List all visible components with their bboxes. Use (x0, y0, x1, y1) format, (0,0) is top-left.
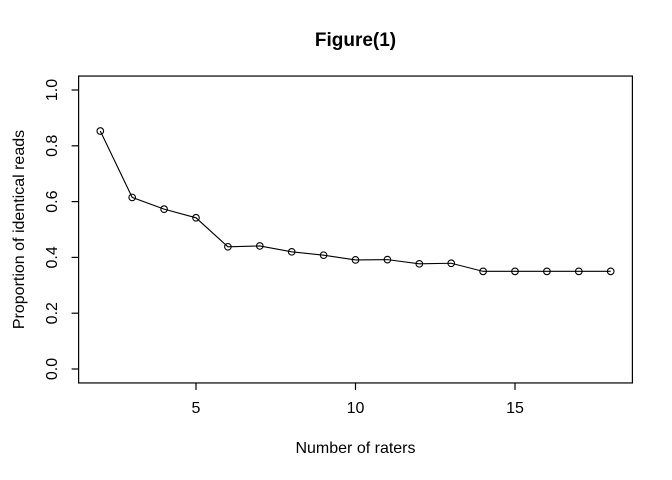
data-point-marker (319, 251, 328, 260)
data-point-marker (574, 267, 583, 276)
data-point-marker (192, 213, 200, 222)
data-point-marker (479, 267, 487, 276)
data-point-marker (447, 259, 456, 268)
y-tick-label: 1.0 (44, 79, 61, 101)
data-point-marker (255, 242, 264, 250)
chart-title: Figure(1) (315, 30, 396, 51)
x-tick-label: 15 (506, 400, 524, 417)
y-tick-label: 0.8 (44, 135, 61, 157)
data-point-marker (383, 255, 392, 264)
y-tick-label: 0.2 (44, 302, 61, 324)
y-tick-label: 0.4 (44, 246, 61, 268)
data-point-marker (606, 267, 615, 276)
data-line (99, 130, 611, 272)
data-point-marker (543, 267, 551, 276)
data-point-marker (160, 205, 168, 213)
y-tick-label: 0.6 (44, 190, 61, 212)
data-point-marker (128, 193, 137, 202)
x-axis-title: Number of raters (295, 440, 415, 457)
data-point-marker (287, 247, 296, 256)
y-axis-title: Proportion of identical reads (11, 130, 28, 329)
data-point-marker (96, 127, 105, 135)
x-tick-label: 10 (347, 400, 365, 417)
plot-border (78, 75, 633, 384)
x-tick-label: 5 (192, 400, 201, 417)
data-point-marker (415, 259, 424, 268)
y-tick-label: 0.0 (44, 358, 61, 380)
data-point-marker (511, 267, 519, 276)
plot-area: 5 10 15 0.0 0.2 0.4 0.6 0.8 1.0 (44, 75, 633, 417)
data-point-marker (224, 242, 232, 251)
data-point-marker (351, 256, 360, 264)
